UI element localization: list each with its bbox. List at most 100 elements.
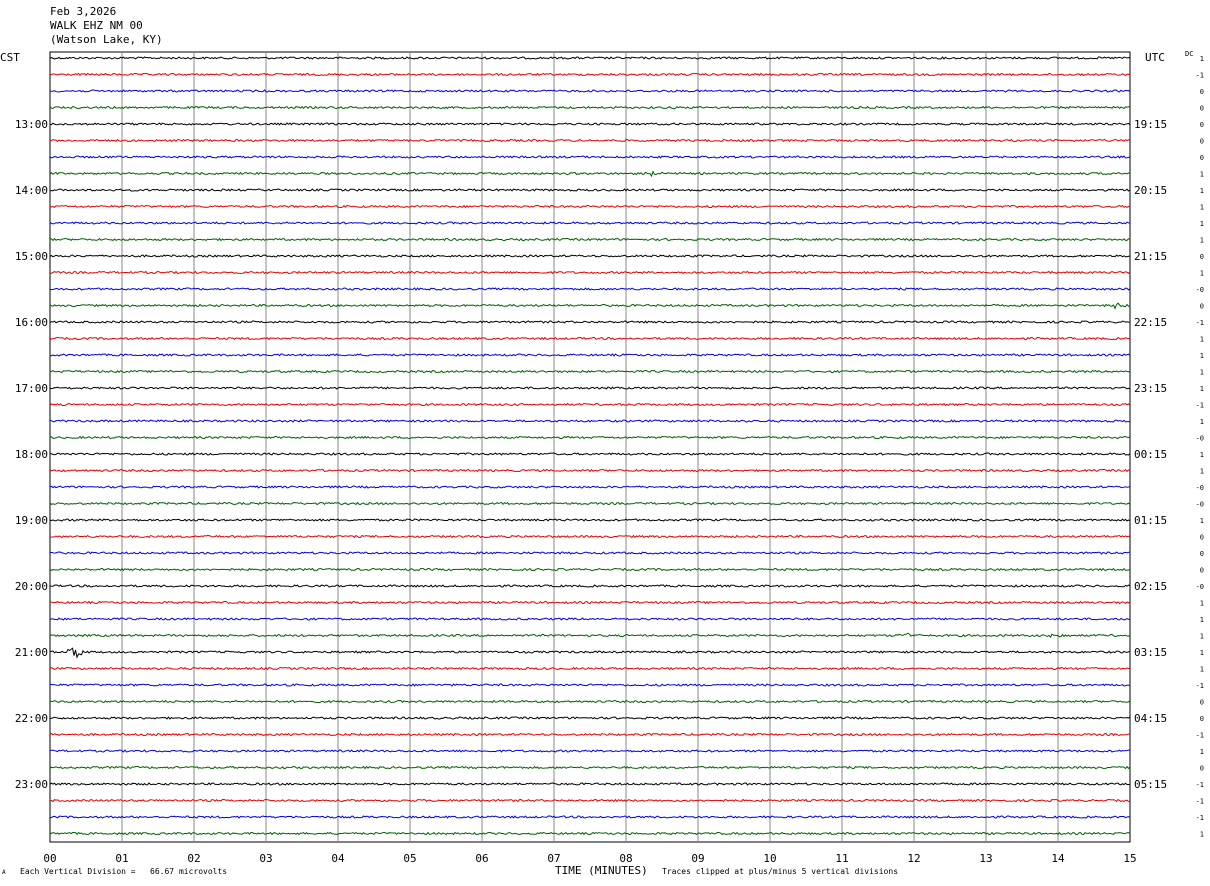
dc-offset-label: 1 <box>1200 204 1204 212</box>
trace-line <box>49 435 1131 440</box>
dc-offset-label: 1 <box>1200 220 1204 228</box>
trace-line <box>49 815 1131 819</box>
utc-hour-label: 22:15 <box>1134 316 1167 329</box>
trace-line <box>49 336 1131 341</box>
trace-line <box>49 56 1131 60</box>
dc-offset-label: 1 <box>1200 237 1204 245</box>
x-tick-label: 06 <box>475 852 488 865</box>
utc-hour-label: 00:15 <box>1134 448 1167 461</box>
dc-offset-label: 1 <box>1200 171 1204 179</box>
x-tick-label: 07 <box>547 852 560 865</box>
trace-line <box>49 237 1131 242</box>
trace-line <box>49 831 1131 836</box>
x-tick-label: 04 <box>331 852 345 865</box>
x-tick-label: 03 <box>259 852 272 865</box>
dc-offset-label: 1 <box>1200 451 1204 459</box>
trace-line <box>49 419 1131 423</box>
dc-offset-labels: 1 -1 0 0 0 0 0 1 1 1 1 1 0 1 -0 0 -1 1 1 1 1 -1 1 -0 1 1 -0 -0 1 0 0 0 -… <box>1196 55 1204 839</box>
x-tick-label: 15 <box>1123 852 1136 865</box>
trace-line <box>49 632 1131 638</box>
trace-line <box>49 138 1131 143</box>
trace-line <box>49 452 1131 456</box>
dc-offset-label: 0 <box>1200 121 1204 129</box>
cst-hour-label: 19:00 <box>15 514 48 527</box>
trace-line <box>49 551 1131 555</box>
x-axis-label: TIME (MINUTES) <box>555 864 648 877</box>
dc-offset-label: 0 <box>1200 699 1204 707</box>
utc-hour-label: 19:15 <box>1134 118 1167 131</box>
dc-offset-label: 1 <box>1200 666 1204 674</box>
dc-offset-label: 0 <box>1200 715 1204 723</box>
dc-offset-label: 1 <box>1200 55 1204 63</box>
trace-line <box>49 320 1131 324</box>
dc-offset-label: 0 <box>1200 253 1204 261</box>
utc-hour-label: 03:15 <box>1134 646 1167 659</box>
x-tick-label: 00 <box>43 852 56 865</box>
dc-offset-label: 1 <box>1200 270 1204 278</box>
trace-line <box>49 683 1131 687</box>
x-tick-label: 13 <box>979 852 992 865</box>
trace-line <box>49 765 1131 770</box>
dc-offset-label: -0 <box>1196 286 1204 294</box>
dc-offset-label: 0 <box>1200 88 1204 96</box>
cst-hour-label: 20:00 <box>15 580 48 593</box>
utc-hour-label: 20:15 <box>1134 184 1167 197</box>
header-location: (Watson Lake, KY) <box>50 33 163 46</box>
dc-offset-label: 0 <box>1200 154 1204 162</box>
x-tick-label: 02 <box>187 852 200 865</box>
dc-offset-label: 1 <box>1200 616 1204 624</box>
utc-hour-label: 01:15 <box>1134 514 1167 527</box>
dc-offset-label: 0 <box>1200 567 1204 575</box>
dc-offset-label: 1 <box>1200 600 1204 608</box>
trace-line <box>49 188 1131 192</box>
x-tick-label: 10 <box>763 852 776 865</box>
trace-line <box>49 798 1131 803</box>
trace-line <box>49 600 1131 605</box>
trace-line <box>49 302 1131 310</box>
cst-hour-label: 16:00 <box>15 316 48 329</box>
trace-line <box>49 782 1131 786</box>
dc-offset-label: -1 <box>1196 781 1204 789</box>
dc-offset-label: 1 <box>1200 418 1204 426</box>
x-tick-label: 08 <box>619 852 632 865</box>
trace-line <box>49 254 1131 258</box>
x-tick-labels: 00 01 02 03 04 05 06 07 08 09 10 11 12 13 14 15 <box>43 852 1136 865</box>
trace-line <box>49 386 1131 390</box>
vertical-division-note: Each Vertical Division = 66.67 microvolt… <box>20 867 228 876</box>
trace-line <box>49 270 1131 275</box>
dc-offset-label: 1 <box>1200 385 1204 393</box>
dc-offset-label: -1 <box>1196 798 1204 806</box>
trace-line <box>49 485 1131 489</box>
dc-offset-label: -1 <box>1196 402 1204 410</box>
dc-offset-label: 0 <box>1200 534 1204 542</box>
trace-line <box>49 402 1131 407</box>
utc-hour-label: 02:15 <box>1134 580 1167 593</box>
dc-offset-label: -0 <box>1196 435 1204 443</box>
header-date: Feb 3,2026 <box>50 5 117 18</box>
trace-line <box>49 666 1131 671</box>
header-station: WALK EHZ NM 00 <box>50 19 143 32</box>
dc-offset-label: 1 <box>1200 187 1204 195</box>
trace-line <box>49 155 1131 159</box>
trace-line <box>49 122 1131 126</box>
dc-offset-label: -1 <box>1196 682 1204 690</box>
dc-offset-label: 0 <box>1200 765 1204 773</box>
cst-hour-label: 21:00 <box>15 646 48 659</box>
dc-offset-label: 0 <box>1200 303 1204 311</box>
x-tick-label: 09 <box>691 852 704 865</box>
cst-hour-label: 14:00 <box>15 184 48 197</box>
right-timezone-label: UTC <box>1145 51 1165 64</box>
plot-frame <box>49 51 1131 843</box>
dc-offset-label: 1 <box>1200 517 1204 525</box>
utc-hour-label: 23:15 <box>1134 382 1167 395</box>
trace-line <box>49 518 1131 522</box>
dc-offset-label: -1 <box>1196 319 1204 327</box>
dc-offset-label: 1 <box>1200 831 1204 839</box>
utc-hour-label: 04:15 <box>1134 712 1167 725</box>
dc-offset-label: -1 <box>1196 72 1204 80</box>
minute-gridlines <box>49 51 1131 843</box>
cst-hour-label: 15:00 <box>15 250 48 263</box>
trace-line <box>49 584 1131 588</box>
trace-line <box>49 716 1131 720</box>
dc-offset-label: -0 <box>1196 484 1204 492</box>
